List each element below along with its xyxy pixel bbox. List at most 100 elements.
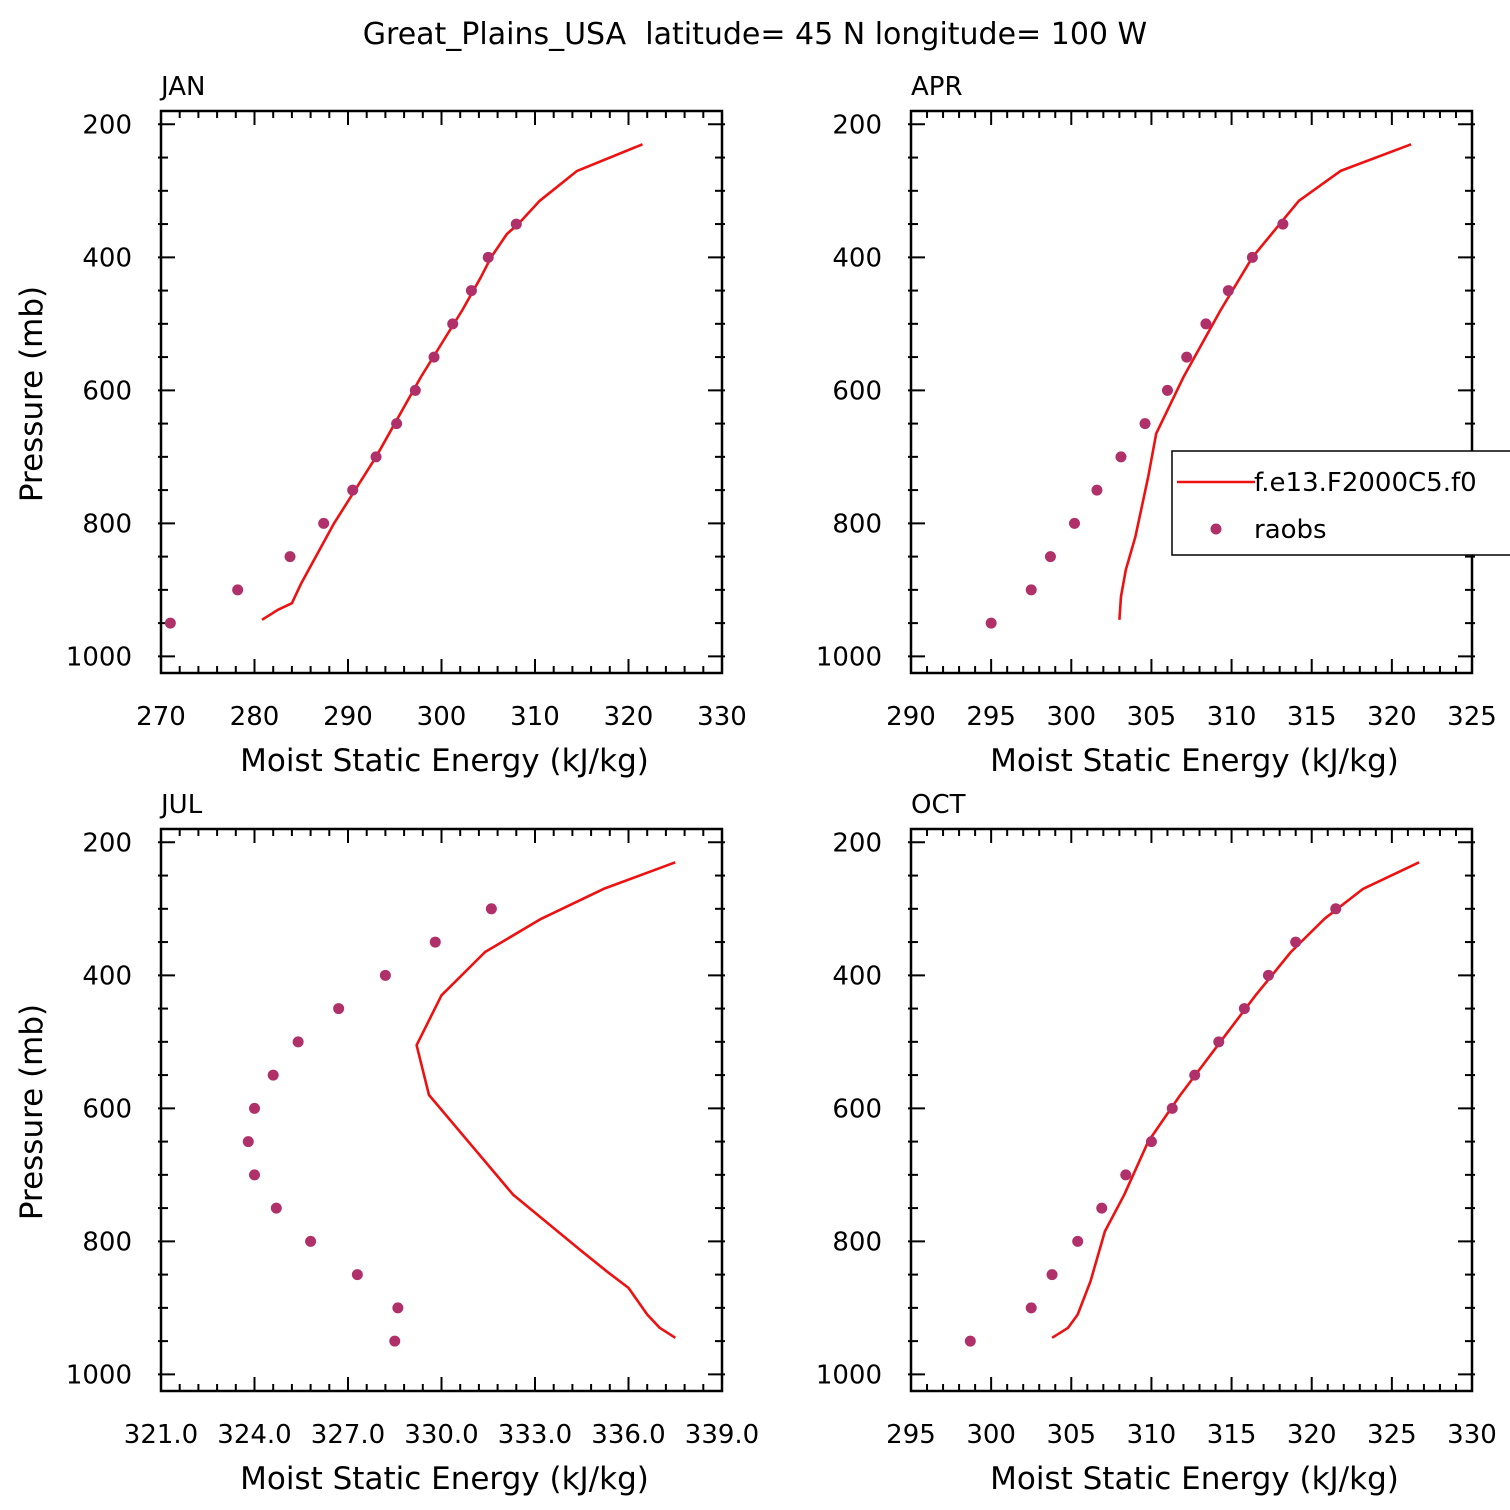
raobs-point: [242, 1136, 254, 1148]
plot-frame: [159, 109, 724, 675]
raobs-point: [1120, 1169, 1132, 1181]
plot-frame: [909, 827, 1474, 1393]
panel-oct: 295 300 305 310 315 320 325 330 200 400 600 800 1000…: [816, 790, 1497, 1497]
x-tick-label: 315: [1207, 1420, 1257, 1450]
x-tick-label: 320: [1287, 1420, 1337, 1450]
x-tick-label: 290: [323, 702, 373, 732]
y-tick-label: 200: [832, 110, 882, 140]
raobs-point: [249, 1169, 260, 1181]
x-tick-label: 305: [1127, 702, 1177, 732]
raobs-point: [1044, 551, 1056, 563]
y-axis-label: Pressure (mb): [14, 1004, 50, 1220]
x-tick-label: 320: [604, 702, 654, 732]
raobs-point: [270, 1202, 282, 1214]
raobs-point: [1189, 1069, 1201, 1081]
x-tick-label: 330.0: [404, 1420, 478, 1450]
x-tick-label: 305: [1046, 1420, 1096, 1450]
y-tick-label: 1000: [66, 642, 132, 672]
raobs-point: [1068, 517, 1080, 529]
y-tick-label: 600: [832, 1094, 882, 1124]
x-tick-label: 295: [886, 1420, 936, 1450]
y-tick-label: 600: [82, 376, 132, 406]
panel-title: JUL: [159, 790, 203, 820]
panel-title: OCT: [911, 790, 966, 820]
x-tick-label: 330: [697, 702, 747, 732]
raobs-point: [428, 351, 440, 363]
raobs-point: [482, 251, 494, 263]
raobs-point: [1181, 351, 1193, 363]
raobs-point: [389, 1335, 401, 1347]
legend-raobs-label: raobs: [1254, 515, 1327, 545]
x-tick-label: 325: [1447, 702, 1497, 732]
panels: 270 280 290 300 310 320 330 200 400 600 800 1000 JAN…: [14, 72, 1497, 1497]
raobs-point: [249, 1102, 260, 1114]
y-tick-label: 200: [82, 110, 132, 140]
x-tick-label: 320: [1367, 702, 1417, 732]
x-tick-label: 310: [1207, 702, 1257, 732]
x-tick-label: 315: [1287, 702, 1337, 732]
y-tick-label: 600: [832, 376, 882, 406]
panel-apr: 290 295 300 305 310 315 320 325 200 400 600 800 1000…: [816, 72, 1497, 779]
plot-area: [985, 143, 1412, 629]
plot-area: [964, 861, 1420, 1347]
x-axis-label: Moist Static Energy (kJ/kg): [240, 1461, 649, 1497]
raobs-point: [1262, 969, 1274, 981]
raobs-point: [465, 285, 477, 297]
raobs-point: [1025, 584, 1037, 596]
raobs-point: [429, 936, 441, 948]
raobs-point: [447, 318, 459, 330]
y-tick-label: 1000: [66, 1360, 132, 1390]
x-tick-label: 295: [966, 702, 1016, 732]
x-tick-label: 333.0: [498, 1420, 572, 1450]
x-tick-label: 339.0: [685, 1420, 759, 1450]
legend-raobs-swatch: [1210, 523, 1222, 535]
raobs-point: [1025, 1302, 1037, 1314]
legend: f.e13.F2000C5.f0 raobs: [1171, 450, 1510, 556]
raobs-point: [1246, 251, 1258, 263]
raobs-point: [333, 1003, 345, 1015]
raobs-point: [392, 1302, 404, 1314]
raobs-point: [964, 1335, 976, 1347]
raobs-point: [1139, 418, 1151, 430]
legend-model-label: f.e13.F2000C5.f0: [1254, 468, 1477, 498]
x-tick-label: 270: [136, 702, 186, 732]
y-tick-label: 800: [82, 1227, 132, 1257]
y-tick-label: 200: [82, 828, 132, 858]
legend-box: [1171, 450, 1510, 556]
y-tick-label: 1000: [816, 1360, 882, 1390]
panel-jan: 270 280 290 300 310 320 330 200 400 600 800 1000 JAN…: [14, 72, 747, 779]
raobs-point: [370, 451, 382, 463]
raobs-point: [305, 1235, 317, 1247]
x-tick-label: 327.0: [311, 1420, 385, 1450]
raobs-point: [1046, 1269, 1058, 1281]
model-profile-line: [1118, 143, 1412, 620]
raobs-point: [1277, 218, 1289, 230]
y-tick-label: 600: [82, 1094, 132, 1124]
raobs-point: [1115, 451, 1127, 463]
raobs-point: [1290, 936, 1302, 948]
y-tick-label: 400: [82, 961, 132, 991]
raobs-point: [1072, 1235, 1084, 1247]
raobs-point: [1238, 1003, 1250, 1015]
x-tick-label: 321.0: [124, 1420, 198, 1450]
raobs-point: [1091, 484, 1103, 496]
raobs-point: [318, 517, 330, 529]
raobs-point: [1213, 1036, 1225, 1048]
raobs-point: [1096, 1202, 1108, 1214]
x-axis-label: Moist Static Energy (kJ/kg): [240, 743, 649, 779]
figure-title: Great_Plains_USA latitude= 45 N longitud…: [363, 17, 1147, 52]
raobs-point: [351, 1269, 363, 1281]
x-tick-label: 300: [1046, 702, 1096, 732]
x-tick-label: 300: [417, 702, 467, 732]
y-tick-label: 200: [832, 828, 882, 858]
panel-jul: 321.0 324.0 327.0 330.0 333.0 336.0 339.0 200 40…: [14, 790, 759, 1497]
y-tick-label: 400: [832, 961, 882, 991]
panel-title: APR: [911, 72, 963, 102]
raobs-point: [1200, 318, 1212, 330]
raobs-point: [267, 1069, 279, 1081]
raobs-point: [164, 617, 176, 629]
x-tick-label: 300: [966, 1420, 1016, 1450]
x-tick-label: 290: [886, 702, 936, 732]
model-profile-line: [261, 143, 643, 621]
